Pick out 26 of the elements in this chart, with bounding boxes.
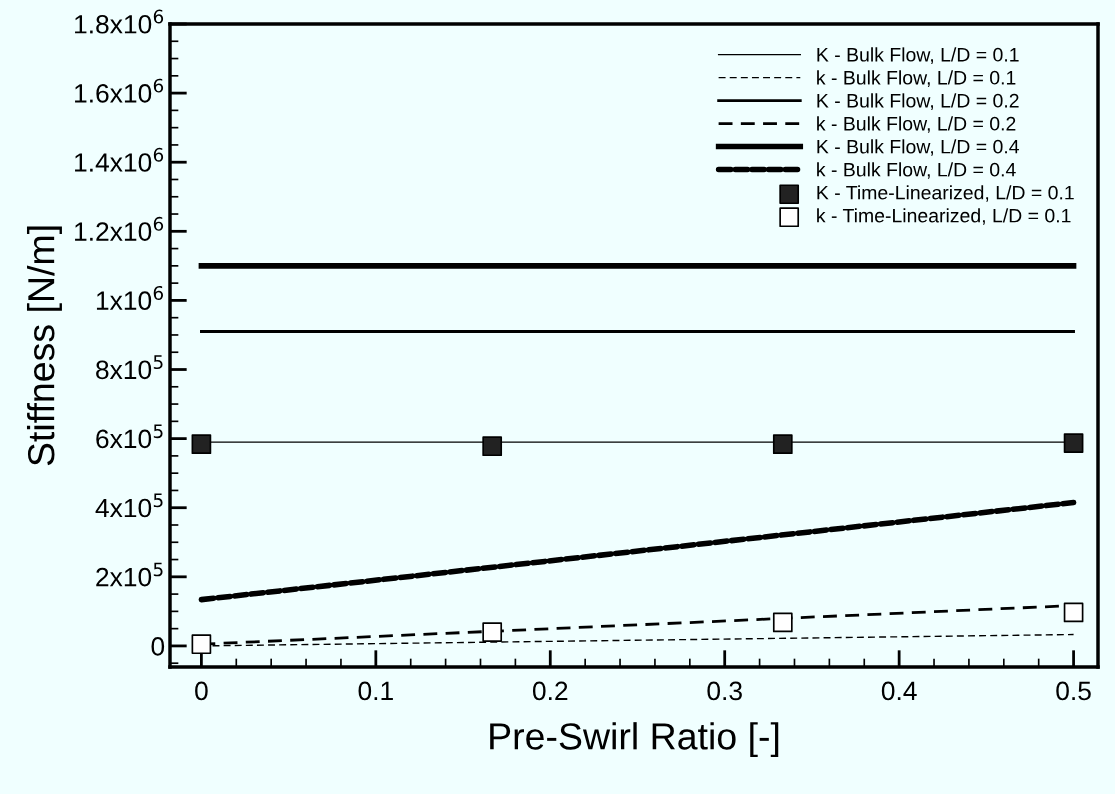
y-tick-label: 1x10$^{6}$ — [96, 285, 164, 311]
y-tick-label: 6x10$^{5}$ — [96, 424, 163, 449]
legend-label: k - Bulk Flow, L/D = 0.1 — [817, 70, 1016, 87]
y-tick-label: 0 — [151, 637, 165, 656]
y-tick-label: 1.8x10$^{6}$ — [75, 9, 164, 34]
legend-label: k - Bulk Flow, L/D = 0.4 — [817, 162, 1016, 179]
x-tick-label: 0.4 — [881, 681, 917, 701]
x-tick-label: 0.3 — [707, 681, 742, 701]
legend-label: k - Bulk Flow, L/D = 0.2 — [817, 116, 1016, 133]
y-axis-title: Stiffness [N/m] — [26, 226, 62, 466]
x-axis-title: Pre-Swirl Ratio [-] — [490, 722, 779, 758]
y-tick-label: 1.6x10$^{6}$ — [75, 78, 164, 103]
x-tick-label: 0.5 — [1056, 681, 1091, 701]
y-tick-label: 8x10$^{5}$ — [96, 355, 163, 380]
legend-label: K - Bulk Flow, L/D = 0.1 — [817, 47, 1019, 64]
y-tick-label: 1.4x10$^{6}$ — [75, 147, 164, 172]
legend-label: K - Time-Linearized, L/D = 0.1 — [817, 185, 1074, 202]
legend-label: K - Bulk Flow, L/D = 0.2 — [817, 93, 1019, 110]
y-tick-label: 2x10$^{5}$ — [96, 562, 163, 587]
x-tick-label: 0.1 — [358, 681, 393, 701]
legend-label: K - Bulk Flow, L/D = 0.4 — [817, 139, 1019, 156]
legend-label: k - Time-Linearized, L/D = 0.1 — [817, 208, 1071, 225]
x-tick-label: 0.2 — [532, 681, 568, 701]
x-tick-label: 0 — [195, 681, 208, 701]
y-tick-label: 4x10$^{5}$ — [95, 493, 163, 518]
y-tick-label: 1.2x10$^{6}$ — [75, 216, 164, 241]
